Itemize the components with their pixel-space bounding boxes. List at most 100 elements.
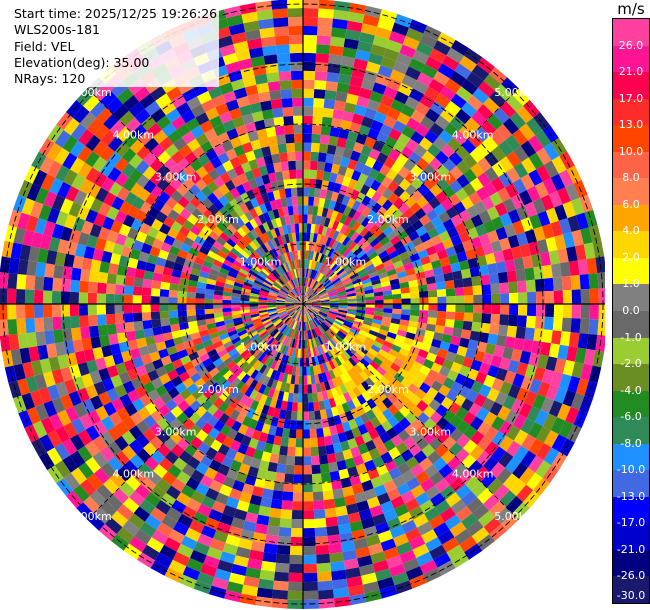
velocity-gate: [105, 313, 116, 325]
velocity-gate: [313, 509, 326, 519]
velocity-gate: [333, 100, 346, 111]
velocity-gate: [429, 471, 445, 486]
velocity-gate: [433, 70, 450, 86]
velocity-gate: [204, 288, 215, 295]
velocity-gate: [376, 366, 387, 376]
velocity-gate: [366, 99, 381, 112]
velocity-gate: [347, 159, 358, 170]
velocity-gate: [232, 289, 242, 295]
velocity-gate: [368, 271, 379, 279]
velocity-gate: [274, 281, 283, 289]
velocity-gate: [339, 213, 348, 225]
velocity-gate: [53, 329, 64, 344]
velocity-gate: [212, 259, 224, 268]
velocity-gate: [417, 521, 434, 536]
velocity-gate: [247, 256, 257, 265]
velocity-gate: [485, 252, 496, 265]
velocity-gate: [372, 513, 387, 526]
velocity-gate: [144, 137, 159, 152]
velocity-gate: [38, 387, 52, 404]
velocity-gate: [125, 266, 137, 278]
velocity-gate: [340, 440, 351, 452]
velocity-gate: [506, 325, 518, 338]
velocity-gate: [353, 320, 363, 327]
velocity-gate: [33, 289, 44, 304]
velocity-gate: [397, 230, 409, 241]
velocity-gate: [87, 182, 101, 199]
velocity-gate: [219, 111, 233, 124]
velocity-gate: [131, 468, 147, 484]
velocity-gate: [410, 484, 426, 499]
velocity-gate: [188, 326, 199, 335]
velocity-gate: [310, 269, 315, 279]
velocity-gate: [408, 279, 419, 288]
velocity-gate: [164, 259, 175, 270]
velocity-gate: [383, 86, 398, 100]
velocity-gate: [256, 340, 265, 349]
velocity-gate: [139, 93, 156, 109]
velocity-gate: [217, 152, 230, 165]
velocity-gate: [38, 452, 55, 471]
velocity-gate: [289, 214, 295, 225]
colorbar-swatch: [613, 337, 649, 365]
velocity-gate: [122, 214, 136, 228]
velocity-gate: [138, 462, 153, 478]
velocity-gate: [430, 216, 443, 228]
velocity-gate: [219, 424, 232, 437]
velocity-gate: [69, 229, 82, 244]
velocity-gate: [95, 187, 109, 203]
velocity-gate: [314, 410, 322, 420]
range-ring-label: 3.00km: [410, 171, 452, 184]
velocity-gate: [288, 308, 296, 315]
velocity-gate: [104, 517, 123, 535]
velocity-gate: [338, 468, 350, 480]
velocity-gate: [376, 267, 387, 276]
velocity-gate: [162, 266, 173, 276]
velocity-gate: [211, 94, 226, 108]
velocity-gate: [295, 151, 303, 161]
velocity-gate: [176, 437, 191, 451]
velocity-gate: [330, 210, 339, 221]
velocity-gate: [356, 309, 366, 314]
velocity-gate: [453, 353, 466, 366]
velocity-gate: [241, 415, 252, 427]
velocity-gate: [286, 317, 293, 326]
velocity-gate: [441, 264, 453, 275]
velocity-gate: [449, 477, 466, 493]
velocity-gate: [528, 152, 544, 170]
velocity-gate: [410, 291, 420, 299]
velocity-gate: [496, 123, 513, 141]
velocity-gate: [244, 122, 257, 134]
velocity-gate: [194, 342, 205, 352]
velocity-gate: [229, 409, 241, 421]
velocity-gate: [436, 416, 450, 431]
velocity-gate: [233, 354, 243, 364]
velocity-gate: [99, 431, 115, 447]
velocity-gate: [437, 304, 447, 312]
velocity-gate: [232, 313, 242, 319]
velocity-gate: [487, 333, 498, 345]
velocity-gate: [273, 17, 289, 28]
velocity-gate: [114, 294, 124, 304]
range-ring-label: 1.00km: [240, 340, 282, 353]
velocity-gate: [365, 156, 377, 169]
velocity-gate: [200, 563, 218, 577]
velocity-gate: [206, 546, 223, 560]
velocity-gate: [355, 49, 371, 62]
velocity-gate: [272, 490, 284, 501]
velocity-gate: [570, 318, 581, 334]
velocity-gate: [240, 335, 251, 344]
velocity-gate: [265, 534, 279, 545]
velocity-gate: [409, 252, 421, 263]
velocity-gate: [393, 240, 404, 251]
velocity-gate: [71, 267, 82, 281]
velocity-gate: [528, 352, 540, 367]
velocity-gate: [129, 454, 145, 469]
velocity-gate: [220, 217, 231, 228]
velocity-gate: [295, 232, 300, 242]
velocity-gate: [206, 278, 217, 286]
velocity-gate: [480, 472, 497, 488]
velocity-gate: [438, 230, 451, 242]
velocity-gate: [365, 307, 375, 312]
velocity-gate: [195, 166, 209, 179]
